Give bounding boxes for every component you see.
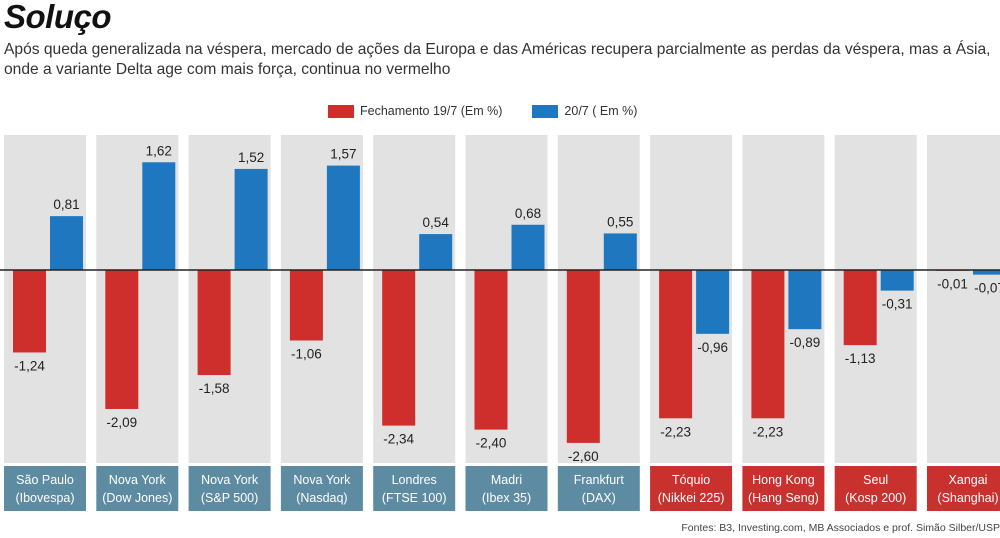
legend-label-series2: 20/7 ( Em %) — [564, 104, 638, 118]
subtitle-line-1: Após queda generalizada na véspera, merc… — [4, 41, 991, 58]
legend-swatch-series1 — [328, 104, 354, 118]
data-label-series2: 0,81 — [53, 197, 79, 212]
data-label-series2: 1,62 — [146, 143, 172, 158]
category-label-line2: (Nasdaq) — [296, 491, 347, 505]
category-label-line2: (FTSE 100) — [382, 491, 447, 505]
category-label-line1: Xangai — [949, 473, 988, 487]
category-label-line1: Seul — [863, 473, 888, 487]
bar-series2 — [50, 216, 83, 270]
chart-title: Soluço — [4, 0, 112, 35]
data-label-series1: -1,06 — [291, 346, 322, 361]
category-label-line1: Madri — [491, 473, 522, 487]
category-label-line1: Nova York — [109, 473, 167, 487]
data-label-series2: 0,55 — [607, 214, 633, 229]
data-label-series1: -2,40 — [476, 436, 507, 451]
category-label-line1: Frankfurt — [574, 473, 625, 487]
data-label-series1: -2,09 — [106, 415, 137, 430]
data-label-series2: -0,31 — [882, 297, 913, 312]
bar-series1 — [566, 270, 600, 443]
data-label-series2: -0,89 — [790, 335, 821, 350]
bar-series1 — [474, 270, 508, 430]
data-label-series2: 1,57 — [330, 147, 356, 162]
data-label-series1: -2,34 — [383, 432, 414, 447]
source-note: Fontes: B3, Investing.com, MB Associados… — [681, 522, 1000, 534]
bar-series1 — [843, 270, 877, 346]
bar-series2 — [234, 168, 268, 270]
category-label-line1: São Paulo — [16, 473, 74, 487]
category-label-box — [280, 466, 363, 511]
data-label-series2: 0,54 — [423, 215, 450, 230]
category-label-line2: (Ibovespa) — [15, 491, 74, 505]
legend-item-series2: 20/7 ( Em %) — [532, 104, 637, 118]
bar-series2 — [419, 234, 453, 270]
category-label-box — [650, 466, 733, 511]
data-label-series1: -1,24 — [14, 358, 45, 373]
category-label-line2: (Kosp 200) — [845, 491, 906, 505]
category-label-line1: Nova York — [293, 473, 351, 487]
chart-subtitle: Após queda generalizada na véspera, merc… — [4, 40, 999, 80]
data-label-series1: -2,23 — [660, 424, 691, 439]
category-label-box — [557, 466, 640, 511]
category-label-line2: (Hang Seng) — [748, 491, 819, 505]
category-label-box — [465, 466, 548, 511]
data-label-series2: 0,68 — [515, 206, 541, 221]
data-label-series2: -0,96 — [697, 340, 728, 355]
category-label-line1: Hong Kong — [752, 473, 815, 487]
bar-series2 — [326, 165, 360, 270]
bar-series2 — [142, 162, 176, 270]
bar-series2 — [603, 233, 637, 270]
data-label-series1: -1,13 — [845, 351, 876, 366]
category-label-line2: (Shanghai) — [937, 491, 998, 505]
subtitle-line-2: onde a variante Delta age com mais força… — [4, 61, 451, 78]
bar-series1 — [105, 270, 139, 409]
category-label-box — [373, 466, 456, 511]
data-label-series1: -0,01 — [937, 277, 968, 292]
data-label-series2: 1,52 — [238, 150, 264, 165]
bar-series2 — [696, 270, 730, 334]
bar-series1 — [751, 270, 785, 419]
bar-series1 — [382, 270, 416, 426]
category-label-line2: (S&P 500) — [201, 491, 258, 505]
category-label-line2: (Dow Jones) — [102, 491, 172, 505]
bar-series2 — [788, 270, 822, 330]
category-label-box — [927, 466, 1000, 511]
category-label-box — [188, 466, 271, 511]
bar-series1 — [659, 270, 693, 419]
bar-series1 — [289, 270, 323, 341]
category-label-line2: (DAX) — [582, 491, 616, 505]
category-label-line1: Londres — [392, 473, 437, 487]
data-label-series2: -0,07 — [974, 281, 1000, 296]
chart-legend: Fechamento 19/7 (Em %) 20/7 ( Em %) — [328, 104, 667, 118]
category-label-box — [96, 466, 179, 511]
bar-series1 — [13, 270, 46, 353]
category-label-line2: (Ibex 35) — [482, 491, 531, 505]
category-label-box — [4, 466, 86, 511]
column-background — [927, 135, 1000, 463]
legend-item-series1: Fechamento 19/7 (Em %) — [328, 104, 502, 118]
bar-series2 — [973, 270, 1000, 275]
category-label-line1: Nova York — [201, 473, 259, 487]
bar-series1 — [197, 270, 231, 376]
legend-swatch-series2 — [532, 104, 559, 118]
category-label-line2: (Nikkei 225) — [658, 491, 725, 505]
bar-series2 — [880, 270, 914, 291]
legend-label-series1: Fechamento 19/7 (Em %) — [360, 104, 503, 118]
category-label-line1: Tóquio — [672, 473, 710, 487]
category-label-box — [742, 466, 825, 511]
data-label-series1: -1,58 — [199, 381, 230, 396]
data-label-series1: -2,60 — [568, 449, 599, 464]
data-label-series1: -2,23 — [753, 424, 784, 439]
category-label-box — [834, 466, 917, 511]
bar-series2 — [511, 224, 545, 270]
